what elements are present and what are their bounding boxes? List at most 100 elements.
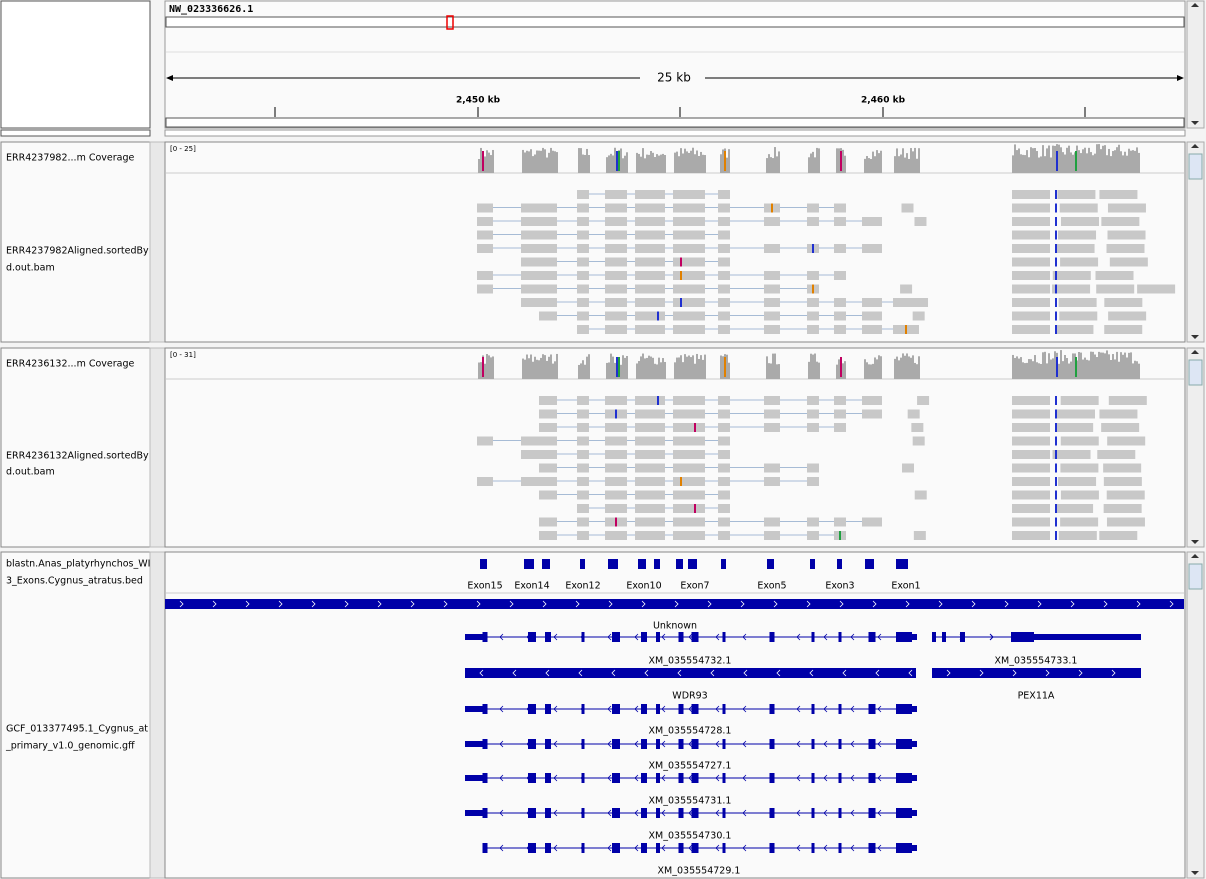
coverage-bar <box>702 359 704 379</box>
scrollbar[interactable] <box>1186 0 1205 129</box>
read <box>577 217 589 226</box>
scroll-thumb[interactable] <box>1188 563 1203 590</box>
read <box>1012 325 1050 334</box>
read <box>577 230 589 240</box>
coverage-bar <box>838 148 840 173</box>
read <box>477 203 493 213</box>
exon <box>641 739 647 749</box>
bed-exon <box>480 559 487 569</box>
coverage-bar <box>778 364 780 379</box>
coverage-bar <box>1116 147 1118 173</box>
coverage-bar <box>624 155 626 173</box>
scroll-thumb[interactable] <box>1188 359 1203 386</box>
bed-exon <box>837 559 842 569</box>
scrollbar[interactable] <box>1186 347 1205 548</box>
coverage-bar <box>880 150 882 173</box>
coverage-mismatch <box>1056 357 1058 377</box>
read <box>1103 504 1142 513</box>
read <box>477 271 493 280</box>
read <box>539 477 557 486</box>
gene-label: Unknown <box>653 621 697 632</box>
read <box>1104 298 1143 307</box>
read <box>605 490 627 500</box>
exon <box>838 808 842 818</box>
read <box>834 423 846 432</box>
read <box>807 271 819 280</box>
read <box>685 217 705 226</box>
read <box>577 311 589 321</box>
read <box>577 517 589 527</box>
mismatch <box>1055 203 1057 213</box>
read <box>1012 230 1050 240</box>
read <box>673 423 689 432</box>
read <box>635 517 653 527</box>
exon <box>678 704 684 714</box>
bed-track-name: blastn.Anas_platyrhynchos_WI <box>6 559 150 570</box>
coverage-bar <box>540 150 542 173</box>
strand-bar <box>465 668 916 678</box>
read <box>605 531 627 540</box>
exon <box>528 808 536 818</box>
coverage-track-name: ERR4237982...m Coverage <box>6 153 135 164</box>
coverage-bar <box>1126 155 1128 173</box>
read <box>673 504 689 513</box>
scrollbar[interactable] <box>1186 551 1205 879</box>
read <box>862 217 882 226</box>
bed-exon <box>608 559 618 569</box>
chromosome-ideogram <box>165 16 1185 28</box>
read <box>651 298 665 307</box>
read <box>1109 257 1148 267</box>
read <box>685 298 705 307</box>
coverage-bar <box>1120 352 1122 379</box>
utr <box>1034 634 1141 640</box>
read <box>685 531 705 540</box>
read <box>718 504 730 513</box>
mismatch <box>1055 217 1057 226</box>
scrollbar[interactable] <box>1186 141 1205 343</box>
gene-label: WDR93 <box>672 691 707 702</box>
coverage-bar <box>584 154 586 173</box>
read <box>834 244 846 253</box>
coverage-bar <box>776 364 778 379</box>
coverage-bar <box>1136 361 1138 379</box>
read <box>862 325 882 334</box>
coverage-bar <box>894 156 896 173</box>
scroll-thumb[interactable] <box>1188 153 1203 180</box>
read <box>1101 423 1140 432</box>
read <box>718 325 730 334</box>
exon <box>528 843 536 853</box>
coverage-bar <box>686 151 688 173</box>
read <box>834 409 846 419</box>
utr <box>910 810 917 816</box>
read <box>1060 396 1099 405</box>
mismatch <box>1055 504 1057 513</box>
read <box>521 203 543 213</box>
read <box>718 311 730 321</box>
gene-label: XM_035554733.1 <box>995 656 1078 667</box>
gene-label: PEX11A <box>1018 691 1055 702</box>
locus: NW_023336626.1 <box>169 4 253 15</box>
read <box>1012 311 1050 321</box>
coverage-bar <box>694 154 696 173</box>
read <box>718 230 730 240</box>
coverage-bar <box>1054 351 1056 379</box>
exon <box>656 843 660 853</box>
exon <box>722 632 726 642</box>
read <box>901 325 914 334</box>
read <box>635 230 653 240</box>
exon <box>769 739 775 749</box>
read <box>807 409 819 419</box>
read <box>651 230 665 240</box>
current-region[interactable] <box>446 15 454 30</box>
coverage-bar <box>766 356 768 379</box>
exon <box>581 739 585 749</box>
coverage-bar <box>534 356 536 379</box>
read <box>764 423 780 432</box>
coverage-bar <box>1020 357 1022 379</box>
coverage-bar <box>486 150 488 173</box>
exon <box>722 704 726 714</box>
coverage-bar <box>660 154 662 173</box>
read <box>764 409 780 419</box>
mismatch <box>680 477 682 486</box>
coverage-bar <box>554 361 556 379</box>
